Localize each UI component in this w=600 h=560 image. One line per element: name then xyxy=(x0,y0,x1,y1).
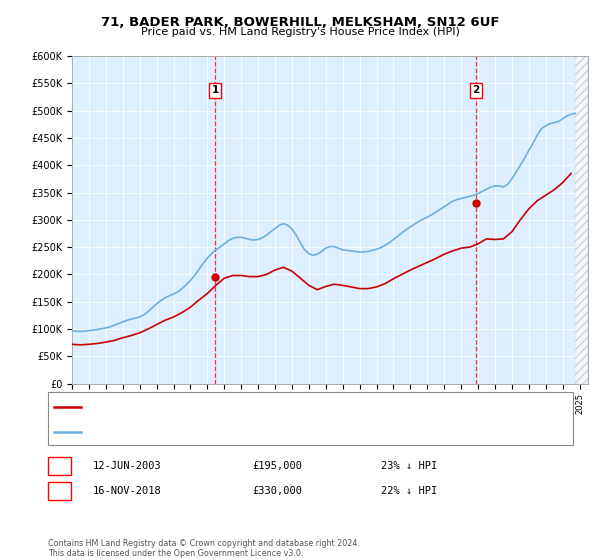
Text: Contains HM Land Registry data © Crown copyright and database right 2024.
This d: Contains HM Land Registry data © Crown c… xyxy=(48,539,360,558)
Text: 22% ↓ HPI: 22% ↓ HPI xyxy=(381,486,437,496)
Text: 2: 2 xyxy=(472,85,479,95)
Text: HPI: Average price, detached house, Wiltshire: HPI: Average price, detached house, Wilt… xyxy=(87,427,311,437)
Text: 12-JUN-2003: 12-JUN-2003 xyxy=(93,461,162,471)
Text: 1: 1 xyxy=(211,85,218,95)
Text: 71, BADER PARK, BOWERHILL, MELKSHAM, SN12 6UF: 71, BADER PARK, BOWERHILL, MELKSHAM, SN1… xyxy=(101,16,499,29)
Text: 23% ↓ HPI: 23% ↓ HPI xyxy=(381,461,437,471)
Text: 16-NOV-2018: 16-NOV-2018 xyxy=(93,486,162,496)
Text: 1: 1 xyxy=(56,461,63,471)
Text: 71, BADER PARK, BOWERHILL, MELKSHAM, SN12 6UF (detached house): 71, BADER PARK, BOWERHILL, MELKSHAM, SN1… xyxy=(87,402,437,412)
Text: £330,000: £330,000 xyxy=(252,486,302,496)
Text: 2: 2 xyxy=(56,486,63,496)
Text: £195,000: £195,000 xyxy=(252,461,302,471)
Text: Price paid vs. HM Land Registry's House Price Index (HPI): Price paid vs. HM Land Registry's House … xyxy=(140,27,460,37)
